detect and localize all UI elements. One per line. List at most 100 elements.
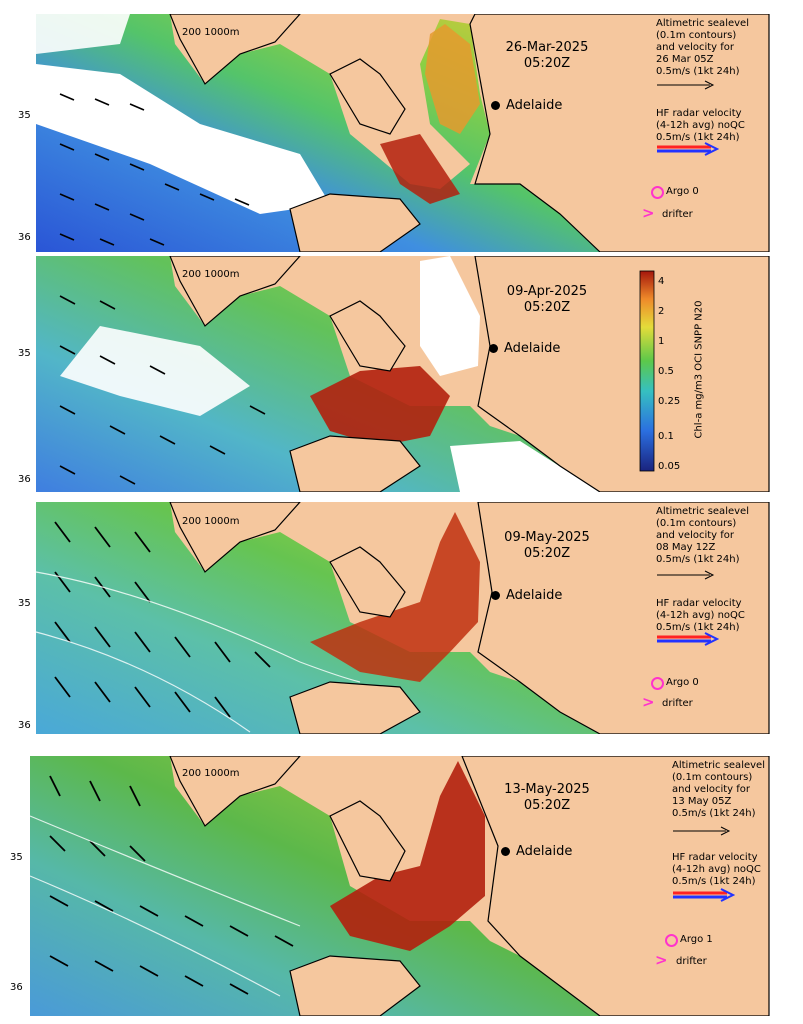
hf-radar-arrow-icon [673, 888, 735, 902]
legend-line: HF radar velocity [656, 598, 742, 609]
map-panel-2-canvas [36, 256, 770, 492]
altimetric-legend: Altimetric sealevel (0.1m contours) and … [656, 18, 749, 78]
high-chlorophyll-patch [310, 366, 450, 446]
sealevel-contour [29, 815, 301, 927]
legend-line: and velocity for [672, 784, 751, 795]
panel-time: 05:20Z [523, 300, 571, 315]
drifter-label: drifter [676, 956, 707, 967]
map-panel-4: 200 1000m 35 36 13-May-2025 05:20Z Adela… [0, 756, 803, 1016]
ocean-chlorophyll [36, 256, 600, 492]
mainland-east [474, 256, 770, 492]
legend-line: Altimetric sealevel [656, 18, 749, 29]
sealevel-contour [35, 571, 361, 683]
colorbar-tick: 2 [658, 306, 665, 317]
panel-time: 05:20Z [523, 546, 571, 561]
altimetric-legend: Altimetric sealevel (0.1m contours) and … [656, 506, 749, 566]
velocity-arrows [54, 521, 271, 718]
panel-date: 09-Apr-2025 [506, 284, 588, 299]
hf-radar-arrow-icon [657, 632, 719, 646]
ocean-chlorophyll [36, 502, 600, 734]
panel-date: 09-May-2025 [504, 530, 590, 545]
latitude-label: 35 [18, 110, 31, 121]
legend-line: Altimetric sealevel [672, 760, 765, 771]
yorke-peninsula [329, 546, 406, 618]
bathymetry-scale: 200 1000m [182, 768, 240, 779]
colorbar-tick: 4 [658, 276, 665, 287]
legend-line: 26 Mar 05Z [656, 54, 714, 65]
map-panel-2: 200 1000m 35 36 09-Apr-2025 05:20Z Adela… [0, 256, 803, 492]
eyre-peninsula [169, 756, 301, 827]
latitude-label: 36 [18, 720, 31, 731]
city-marker [489, 344, 498, 353]
legend-line: (0.1m contours) [656, 30, 737, 41]
velocity-arrows [49, 775, 294, 995]
legend-line: 0.5m/s (1kt 24h) [656, 622, 740, 633]
city-marker [491, 591, 500, 600]
drifter-icon: > [642, 693, 655, 711]
colorbar-tick: 1 [658, 336, 665, 347]
legend-line: 13 May 05Z [672, 796, 732, 807]
eyre-peninsula [169, 502, 301, 573]
cloud-mask [60, 326, 250, 416]
city-marker [501, 847, 510, 856]
panel-date: 26-Mar-2025 [505, 40, 589, 55]
colorbar-tick: 0.05 [658, 461, 681, 472]
legend-line: 08 May 12Z [656, 542, 716, 553]
velocity-arrows [59, 93, 250, 246]
kangaroo-island [289, 193, 421, 252]
legend-line: 0.5m/s (1kt 24h) [672, 876, 756, 887]
bathymetry-scale: 200 1000m [182, 27, 240, 38]
legend-line: (4-12h avg) noQC [656, 610, 745, 621]
altimetric-legend: Altimetric sealevel (0.1m contours) and … [672, 760, 765, 820]
argo-icon [665, 934, 678, 947]
ocean-chlorophyll [30, 756, 600, 1016]
map-panel-3-canvas [35, 502, 770, 734]
argo-icon [651, 186, 664, 199]
bathymetry-scale: 200 1000m [182, 516, 240, 527]
map-panel-1-canvas [36, 14, 770, 252]
legend-line: 0.5m/s (1kt 24h) [672, 808, 756, 819]
velocity-arrows [59, 295, 266, 485]
mainland-east [461, 756, 770, 1016]
mainland-east [469, 14, 770, 252]
eyre-peninsula [169, 14, 301, 85]
map-panel-1: 200 1000m 35 36 26-Mar-2025 05:20Z Adela… [0, 14, 803, 252]
latitude-label: 36 [18, 232, 31, 243]
latitude-label: 35 [18, 598, 31, 609]
colorbar [639, 270, 655, 472]
legend-line: (4-12h avg) noQC [672, 864, 761, 875]
hf-radar-legend: HF radar velocity (4-12h avg) noQC 0.5m/… [656, 598, 745, 634]
kangaroo-island [289, 681, 421, 734]
panel-time: 05:20Z [523, 56, 571, 71]
eyre-peninsula [169, 256, 301, 327]
legend-line: 0.5m/s (1kt 24h) [656, 554, 740, 565]
latitude-label: 35 [10, 852, 23, 863]
altimetric-arrow-icon [673, 826, 731, 836]
latitude-label: 36 [18, 474, 31, 485]
hf-radar-legend: HF radar velocity (4-12h avg) noQC 0.5m/… [672, 852, 761, 888]
argo-label: Argo 0 [666, 677, 699, 688]
drifter-label: drifter [662, 698, 693, 709]
hf-radar-legend: HF radar velocity (4-12h avg) noQC 0.5m/… [656, 108, 745, 144]
panel-date: 13-May-2025 [504, 782, 590, 797]
city-label: Adelaide [504, 341, 561, 356]
altimetric-arrow-icon [657, 80, 715, 90]
panel-time: 05:20Z [523, 798, 571, 813]
drifter-label: drifter [662, 209, 693, 220]
legend-line: Altimetric sealevel [656, 506, 749, 517]
high-chlorophyll-patch [380, 134, 460, 204]
legend-line: HF radar velocity [672, 852, 758, 863]
legend-line: (4-12h avg) noQC [656, 120, 745, 131]
city-label: Adelaide [506, 588, 563, 603]
high-chlorophyll-patch [330, 761, 485, 951]
argo-label: Argo 1 [680, 934, 713, 945]
bathymetry-scale: 200 1000m [182, 269, 240, 280]
legend-line: 0.5m/s (1kt 24h) [656, 66, 740, 77]
cloud-mask [420, 256, 480, 376]
mainland-east [477, 502, 770, 734]
yorke-peninsula [329, 58, 406, 135]
kangaroo-island [289, 435, 421, 492]
sealevel-contour [29, 875, 281, 997]
drifter-icon: > [642, 204, 655, 222]
drifter-icon: > [655, 951, 668, 969]
